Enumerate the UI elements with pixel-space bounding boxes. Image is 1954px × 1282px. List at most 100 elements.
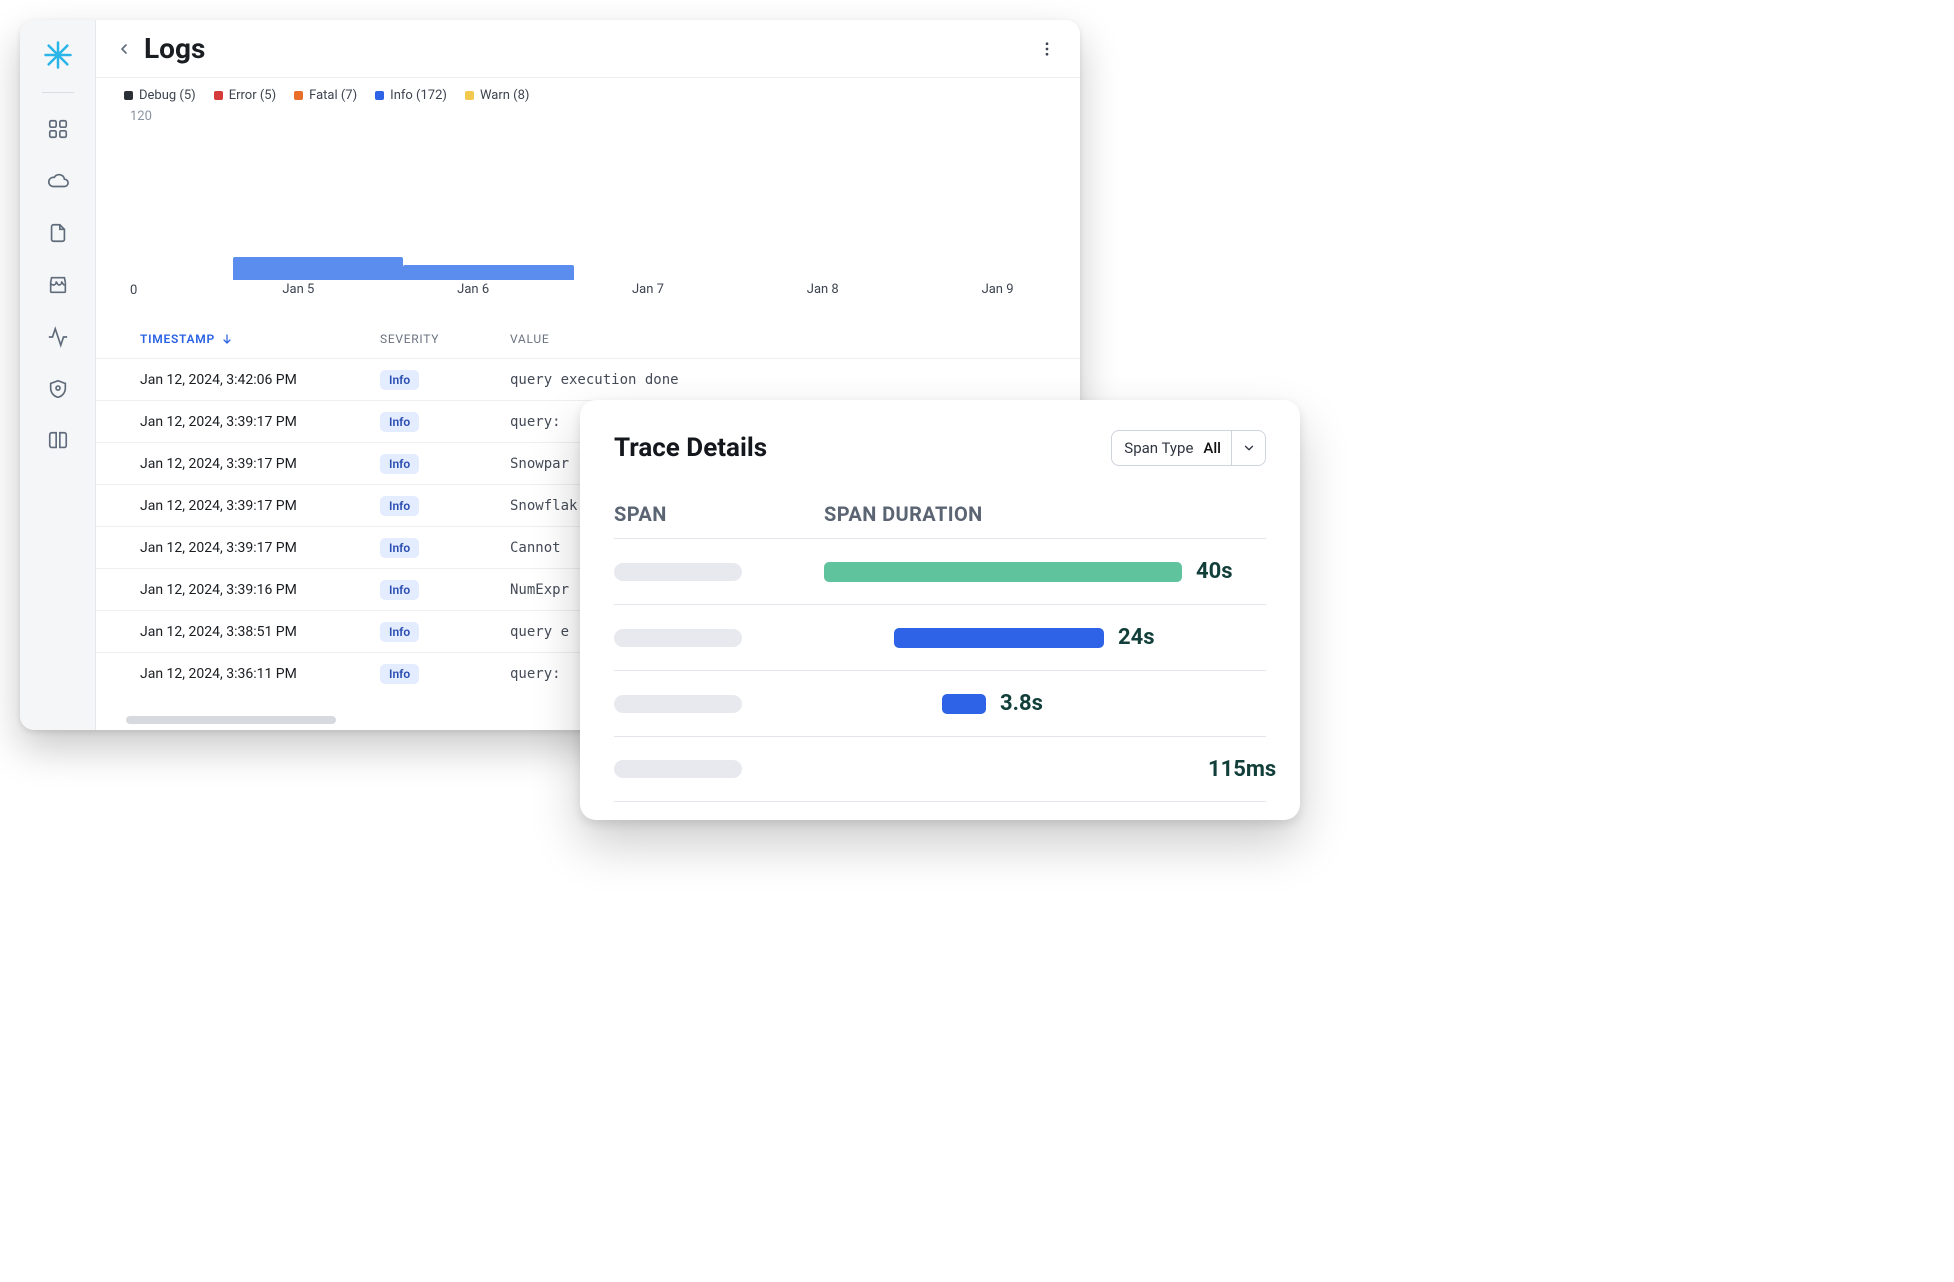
- span-name-pill: [614, 629, 742, 647]
- sort-descending-icon: [221, 333, 233, 345]
- severity-badge: Info: [380, 454, 419, 474]
- legend-swatch-icon: [294, 91, 303, 100]
- page-header: Logs: [96, 20, 1080, 78]
- cell-severity: Info: [380, 664, 510, 684]
- trace-row[interactable]: 3.8s: [614, 670, 1266, 736]
- sidebar: [20, 20, 96, 730]
- cell-severity: Info: [380, 496, 510, 516]
- legend-swatch-icon: [214, 91, 223, 100]
- column-header-timestamp-label: TIMESTAMP: [140, 332, 215, 346]
- column-header-timestamp[interactable]: TIMESTAMP: [140, 332, 380, 346]
- trace-column-duration: SPAN DURATION: [824, 502, 1266, 526]
- legend-label: Warn (8): [480, 88, 530, 103]
- trace-row[interactable]: 24s: [614, 604, 1266, 670]
- more-actions-button[interactable]: [1032, 34, 1062, 64]
- column-header-severity[interactable]: SEVERITY: [380, 332, 510, 346]
- trace-details-card: Trace Details Span Type All SPAN SPAN DU…: [580, 400, 1300, 820]
- nav-store-icon[interactable]: [36, 263, 80, 307]
- span-name-pill: [614, 563, 742, 581]
- chart-ymax-label: 120: [130, 109, 1060, 124]
- nav-cloud-icon[interactable]: [36, 159, 80, 203]
- table-row[interactable]: Jan 12, 2024, 3:42:06 PMInfo query execut…: [96, 358, 1080, 400]
- span-name-cell: [614, 695, 824, 713]
- severity-badge: Info: [380, 538, 419, 558]
- cell-severity: Info: [380, 370, 510, 390]
- severity-badge: Info: [380, 664, 419, 684]
- span-name-pill: [614, 760, 742, 778]
- legend-item[interactable]: Warn (8): [465, 88, 530, 103]
- severity-badge: Info: [380, 496, 419, 516]
- back-button[interactable]: [110, 35, 138, 63]
- span-duration-cell: 115ms: [824, 737, 1244, 801]
- chart-xtick: Jan 7: [632, 282, 664, 297]
- column-header-value[interactable]: VALUE: [510, 332, 1060, 346]
- nav-activity-icon[interactable]: [36, 315, 80, 359]
- legend-item[interactable]: Info (172): [375, 88, 447, 103]
- span-duration-label: 3.8s: [1000, 691, 1043, 716]
- legend-label: Fatal (7): [309, 88, 357, 103]
- span-type-value: All: [1203, 439, 1231, 457]
- legend-swatch-icon: [124, 91, 133, 100]
- span-type-label: Span Type: [1112, 439, 1203, 457]
- cell-timestamp: Jan 12, 2024, 3:39:17 PM: [140, 414, 380, 430]
- chart-bar: [403, 265, 573, 280]
- span-duration-label: 115ms: [1208, 757, 1276, 782]
- span-duration-bar: [942, 694, 986, 714]
- nav-book-icon[interactable]: [36, 419, 80, 463]
- trace-row[interactable]: 40s: [614, 538, 1266, 604]
- cell-timestamp: Jan 12, 2024, 3:39:17 PM: [140, 456, 380, 472]
- legend-swatch-icon: [375, 91, 384, 100]
- cell-timestamp: Jan 12, 2024, 3:42:06 PM: [140, 372, 380, 388]
- nav-document-icon[interactable]: [36, 211, 80, 255]
- span-name-cell: [614, 629, 824, 647]
- legend-item[interactable]: Error (5): [214, 88, 276, 103]
- cell-severity: Info: [380, 454, 510, 474]
- trace-column-span: SPAN: [614, 502, 824, 526]
- span-duration-cell: 24s: [824, 605, 1244, 670]
- legend-swatch-icon: [465, 91, 474, 100]
- sidebar-divider: [42, 92, 74, 93]
- trace-details-title: Trace Details: [614, 433, 767, 463]
- cell-timestamp: Jan 12, 2024, 3:38:51 PM: [140, 624, 380, 640]
- span-duration-label: 40s: [1196, 559, 1233, 584]
- cell-timestamp: Jan 12, 2024, 3:39:17 PM: [140, 540, 380, 556]
- chart-xtick: Jan 8: [807, 282, 839, 297]
- span-duration-cell: 3.8s: [824, 671, 1244, 736]
- chart-legend: Debug (5) Error (5) Fatal (7) Info (172) War…: [124, 88, 1060, 103]
- cell-severity: Info: [380, 538, 510, 558]
- legend-label: Info (172): [390, 88, 447, 103]
- trace-row[interactable]: 115ms: [614, 736, 1266, 802]
- span-name-pill: [614, 695, 742, 713]
- chevron-down-icon: [1231, 431, 1265, 465]
- page-title: Logs: [144, 32, 205, 65]
- cell-timestamp: Jan 12, 2024, 3:36:11 PM: [140, 666, 380, 682]
- cell-severity: Info: [380, 412, 510, 432]
- chart-xtick: Jan 9: [982, 282, 1014, 297]
- legend-item[interactable]: Debug (5): [124, 88, 196, 103]
- snowflake-logo-icon: [43, 40, 73, 74]
- legend-item[interactable]: Fatal (7): [294, 88, 357, 103]
- nav-dashboard-icon[interactable]: [36, 107, 80, 151]
- span-duration-label: 24s: [1118, 625, 1155, 650]
- cell-value: query execution done: [510, 372, 1060, 388]
- severity-badge: Info: [380, 370, 419, 390]
- chart-bar: [233, 257, 403, 280]
- chart-xtick: Jan 5: [282, 282, 314, 297]
- chart-xtick: Jan 6: [457, 282, 489, 297]
- span-duration-bar: [824, 562, 1182, 582]
- nav-shield-user-icon[interactable]: [36, 367, 80, 411]
- legend-label: Error (5): [229, 88, 276, 103]
- span-duration-cell: 40s: [824, 539, 1244, 604]
- chart-yzero-label: 0: [130, 283, 137, 298]
- chart-canvas: 0 Jan 5Jan 6Jan 7Jan 8Jan 9: [126, 126, 1060, 294]
- logs-chart: Debug (5) Error (5) Fatal (7) Info (172) War…: [96, 78, 1080, 294]
- cell-timestamp: Jan 12, 2024, 3:39:16 PM: [140, 582, 380, 598]
- scrollbar-thumb[interactable]: [126, 716, 336, 724]
- legend-label: Debug (5): [139, 88, 196, 103]
- span-type-selector[interactable]: Span Type All: [1111, 430, 1266, 466]
- span-name-cell: [614, 563, 824, 581]
- span-name-cell: [614, 760, 824, 778]
- cell-severity: Info: [380, 622, 510, 642]
- severity-badge: Info: [380, 622, 419, 642]
- severity-badge: Info: [380, 412, 419, 432]
